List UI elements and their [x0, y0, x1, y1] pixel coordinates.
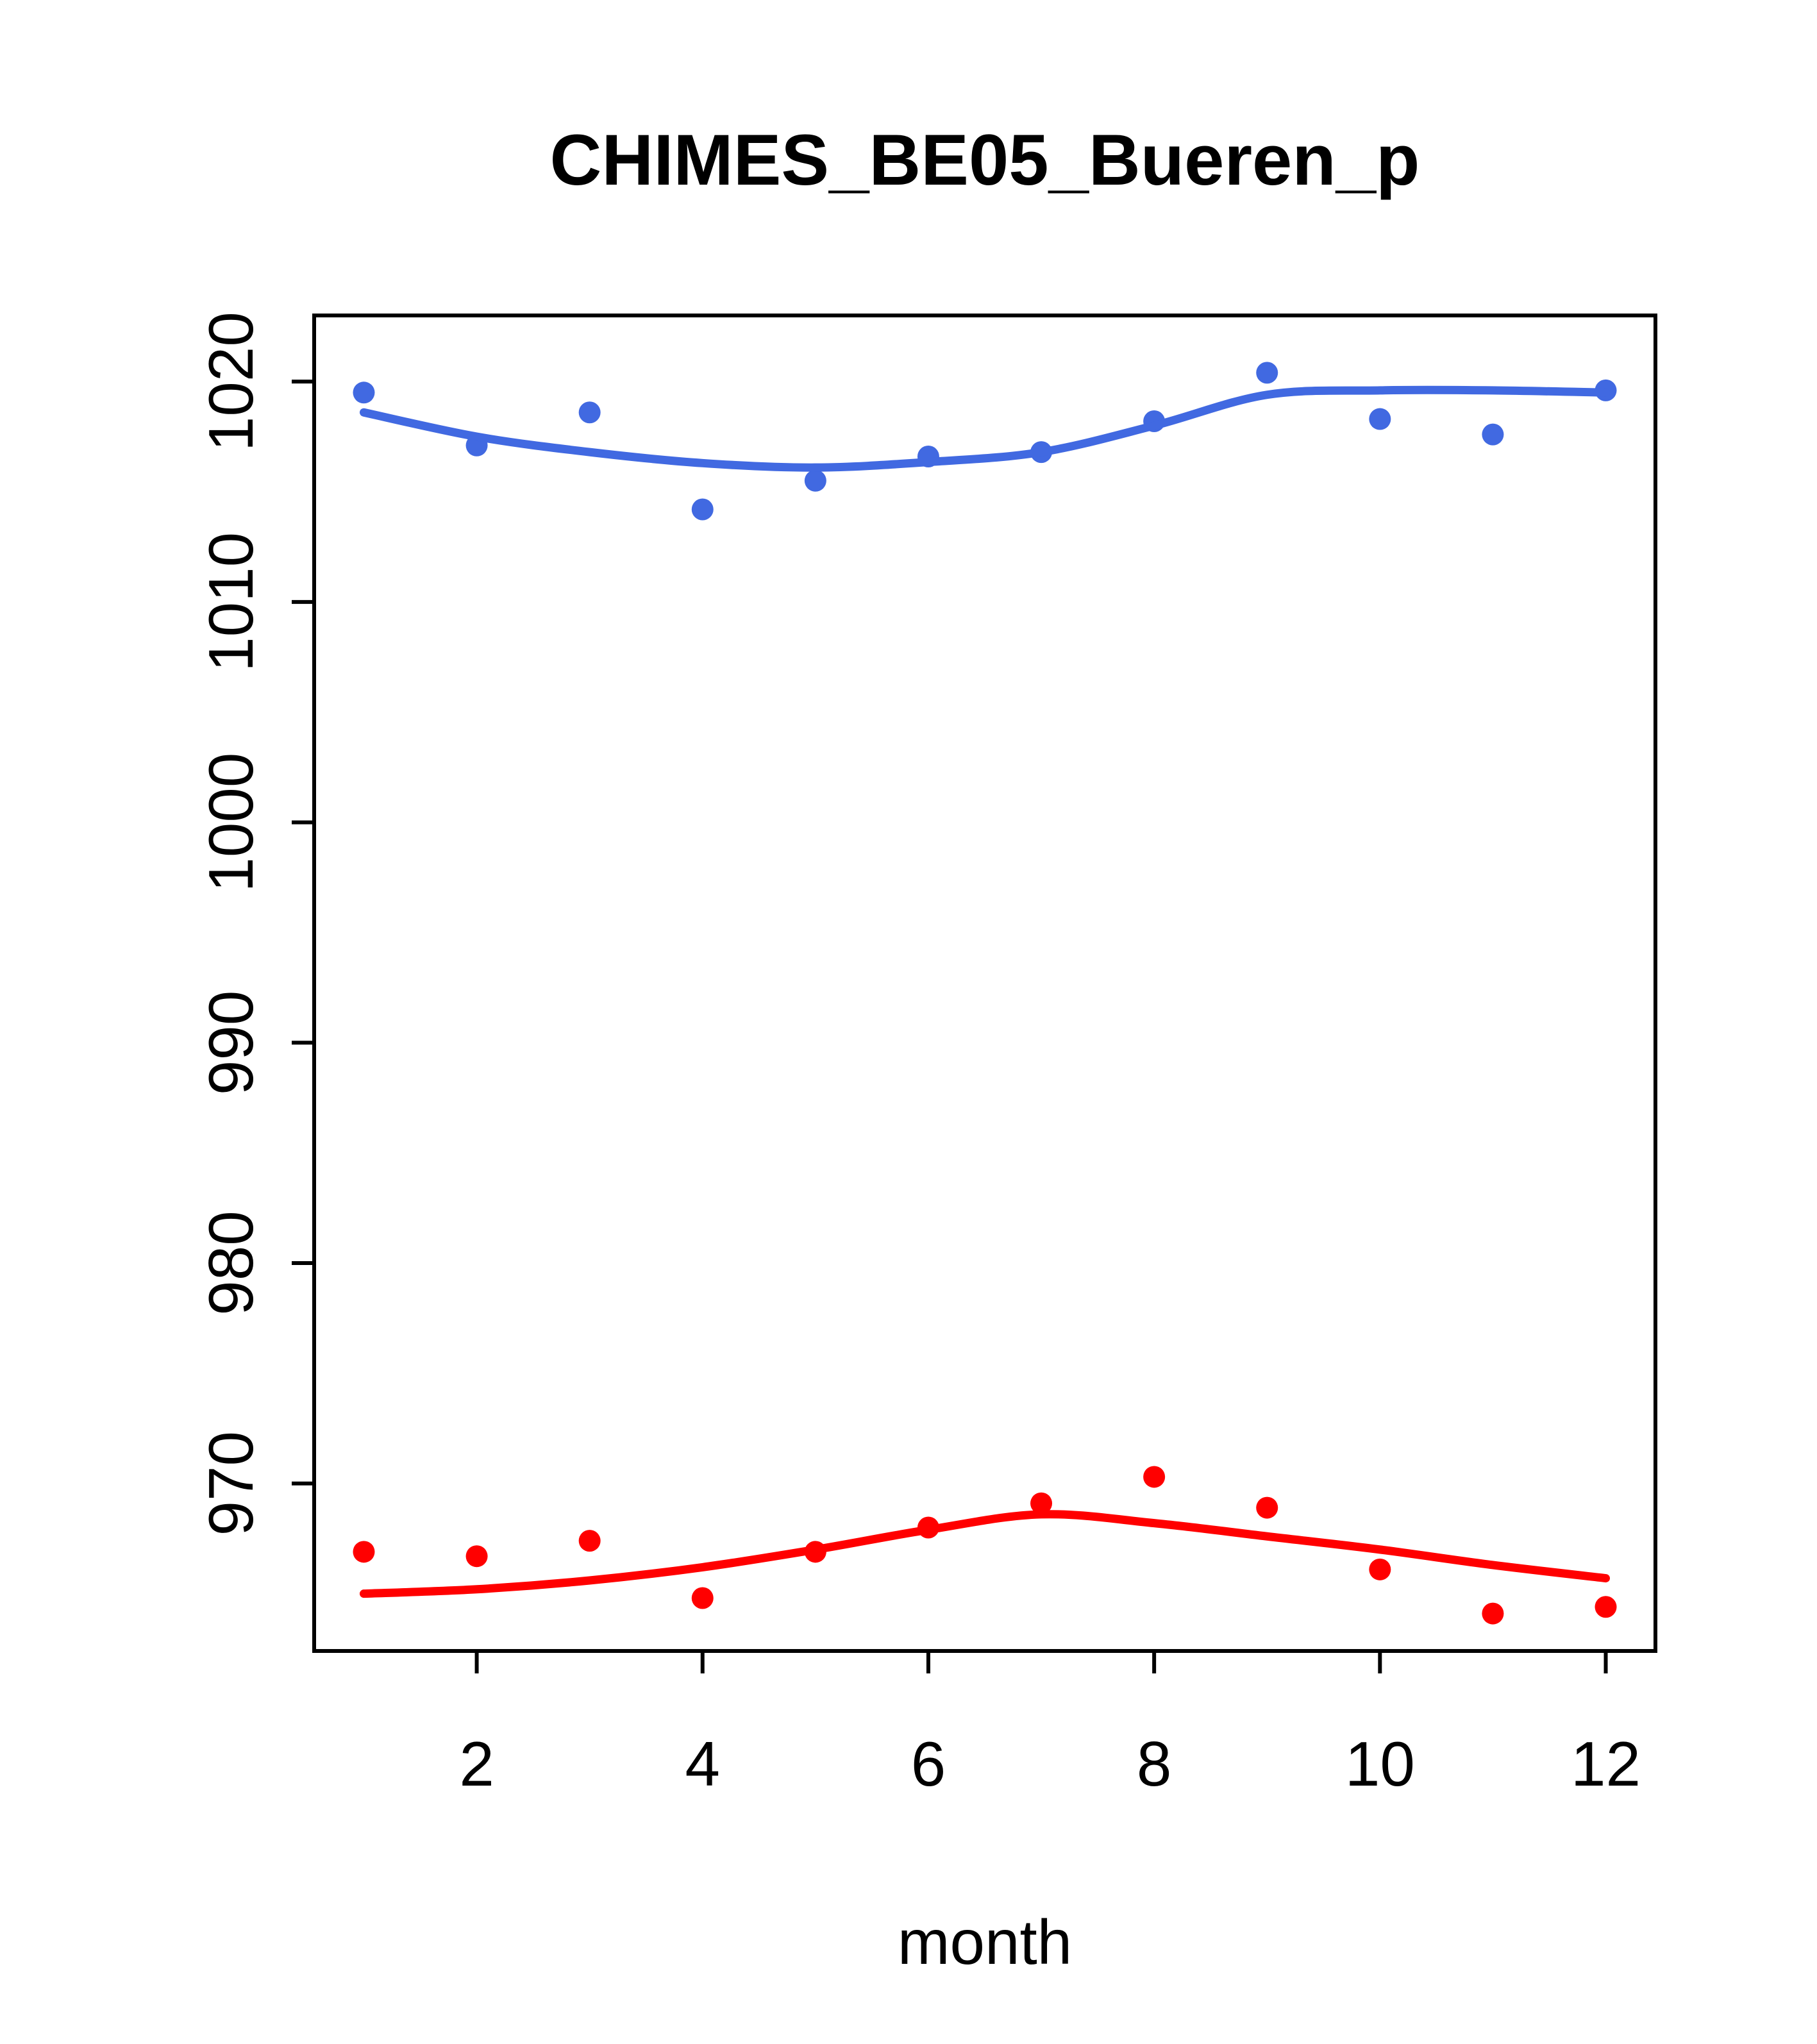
blue-points-point: [578, 401, 601, 424]
x-tick-label: 4: [685, 1729, 721, 1799]
y-tick-label: 970: [196, 1431, 266, 1536]
blue-points-point: [353, 381, 375, 404]
red-points-point: [578, 1530, 601, 1552]
blue-points-point: [691, 498, 714, 521]
red-points-point: [1482, 1602, 1504, 1625]
red-points-point: [1143, 1466, 1166, 1488]
blue-points-point: [1482, 423, 1504, 446]
x-tick-label: 10: [1345, 1729, 1415, 1799]
blue-points-point: [1369, 408, 1391, 430]
series-layer: [353, 362, 1617, 1625]
red-points-point: [1256, 1496, 1278, 1519]
blue-points-point: [804, 469, 826, 492]
x-tick-label: 8: [1137, 1729, 1172, 1799]
red-points-point: [465, 1545, 488, 1568]
red-points-point: [1030, 1492, 1053, 1514]
plot-box: [312, 314, 1657, 1653]
x-tick-label: 2: [459, 1729, 494, 1799]
red-points-point: [1595, 1596, 1617, 1618]
y-tick-label: 1020: [196, 312, 266, 451]
red-points-point: [1369, 1558, 1391, 1580]
blue-points-point: [1256, 362, 1278, 384]
blue-loess-line: [359, 385, 1611, 472]
y-tick-label: 990: [196, 991, 266, 1096]
y-tick-label: 1000: [196, 753, 266, 892]
x-axis-title: month: [898, 1907, 1072, 1977]
y-tick-label: 980: [196, 1210, 266, 1316]
chart-title: CHIMES_BE05_Bueren_p: [550, 120, 1420, 200]
red-points-point: [691, 1587, 714, 1609]
axes-layer: 970 980 990 1000 1010 1020 2 4 6 8 10 12: [196, 312, 1641, 1799]
y-tick-label: 1010: [196, 532, 266, 672]
red-loess-line: [359, 1510, 1611, 1598]
red-points-point: [353, 1541, 375, 1563]
x-tick-label: 12: [1571, 1729, 1641, 1799]
x-tick-label: 6: [911, 1729, 946, 1799]
